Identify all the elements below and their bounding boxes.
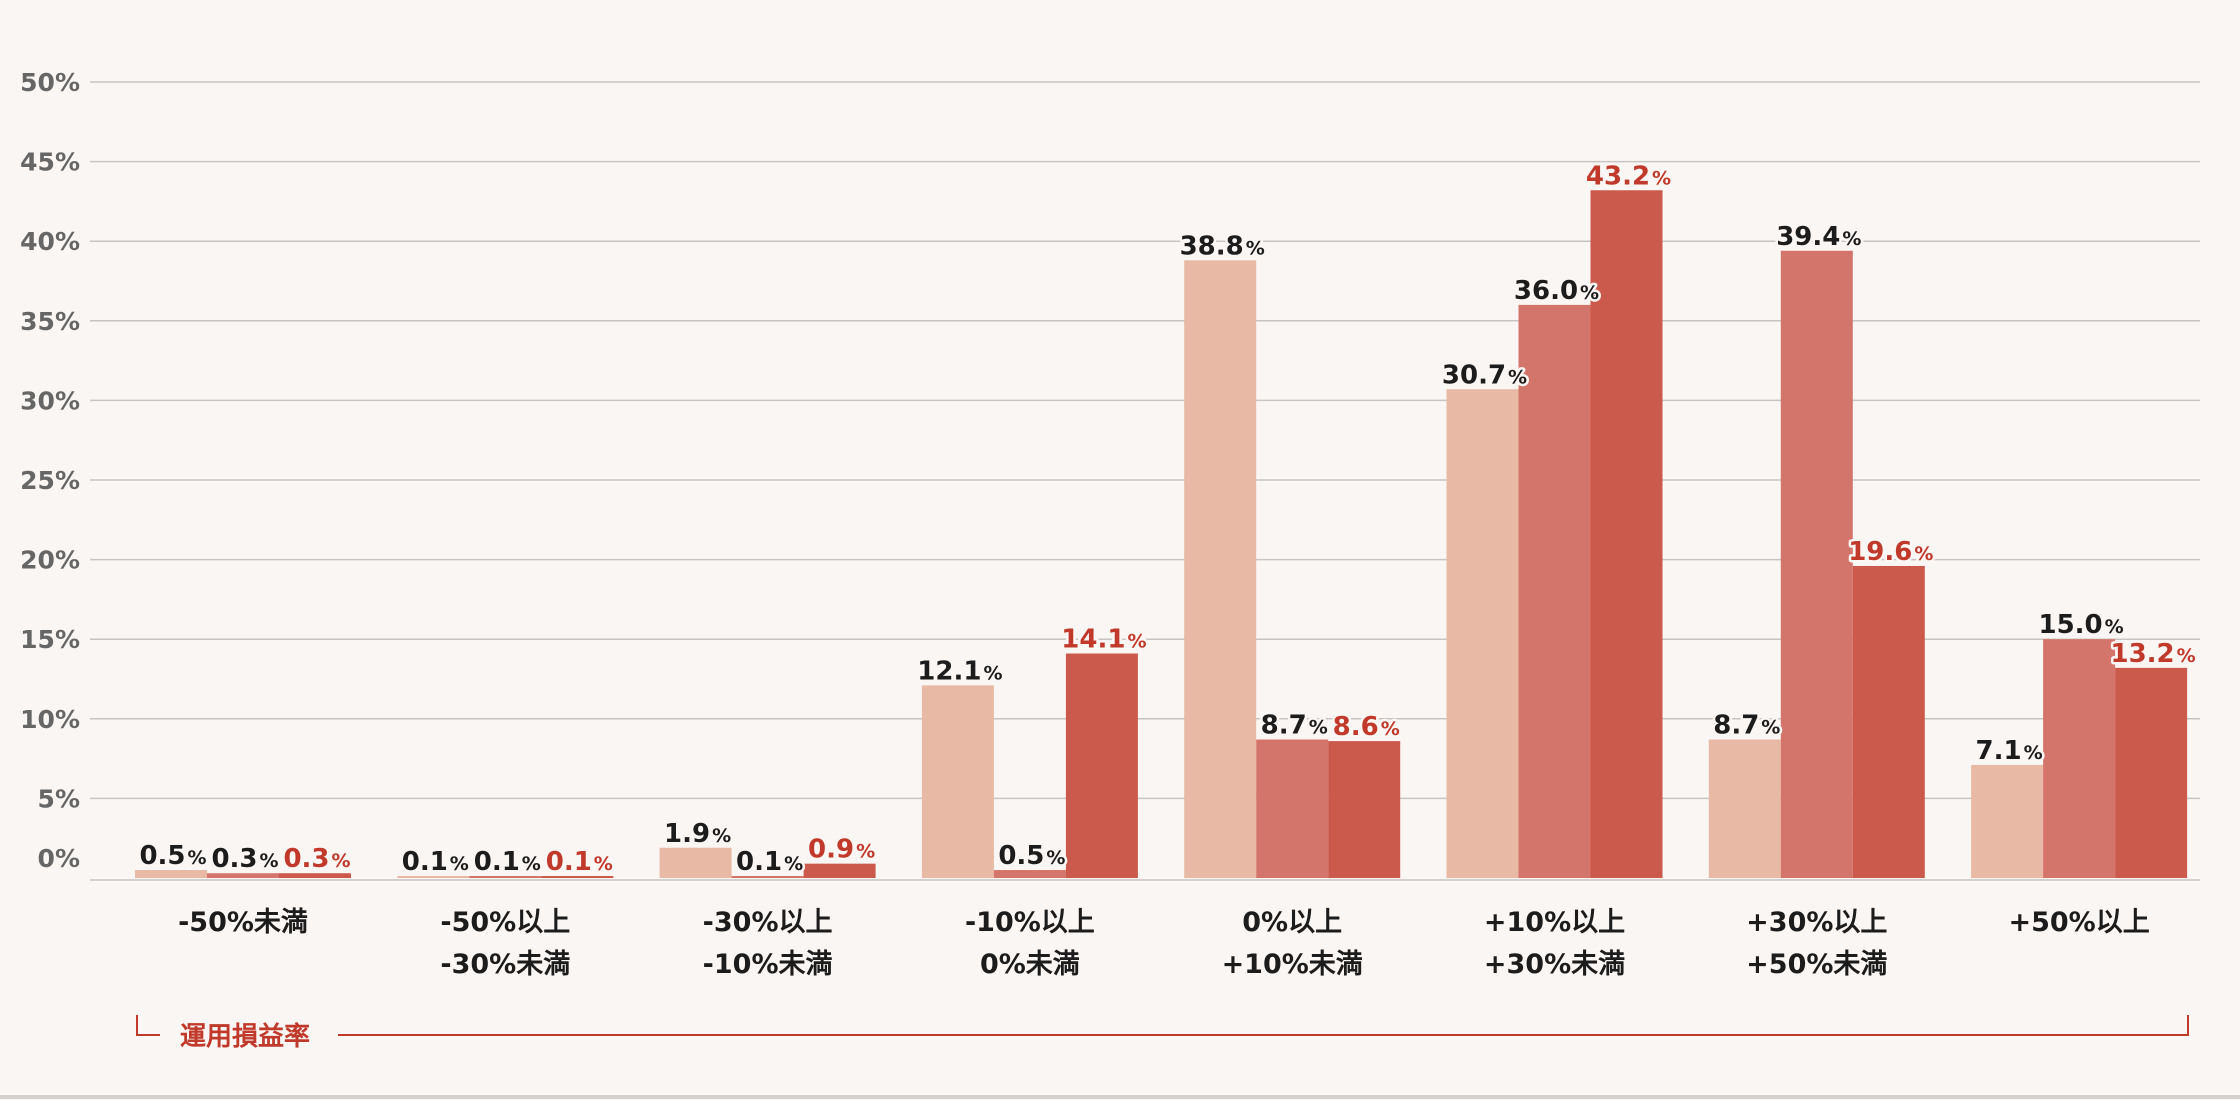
x-category-label: -30%以上 bbox=[703, 907, 833, 938]
x-category-label: +10%以上 bbox=[1484, 907, 1625, 938]
data-label: 0.1% bbox=[402, 847, 469, 877]
bar bbox=[1590, 190, 1663, 879]
x-category-label: -50%未満 bbox=[178, 907, 308, 938]
bar bbox=[803, 863, 876, 878]
x-category-label: -10%以上 bbox=[965, 907, 1095, 938]
data-labels: 0.5% 0.3% 0.3% 0.1% 0.1% 0.1 %1.9 %0.1% 0.9 %12.1… bbox=[137, 159, 2198, 880]
y-axis-tick-labels: 0% 5% 10% 15% 20% 25% 30% 35% 40% 45% 50% bbox=[20, 68, 80, 873]
bar bbox=[1852, 565, 1925, 878]
data-label: 13.2% bbox=[2110, 639, 2195, 669]
x-axis-title: 運用損益率 bbox=[180, 1021, 310, 1052]
data-label: 38.8% bbox=[1180, 231, 1265, 261]
y-tick-label: 15% bbox=[20, 625, 80, 654]
y-tick-label: 0% bbox=[38, 844, 80, 873]
bar bbox=[2043, 639, 2116, 878]
data-label: 0.1% bbox=[474, 847, 541, 877]
data-label: 8.6% bbox=[1333, 712, 1400, 742]
bar bbox=[1065, 653, 1138, 878]
bar bbox=[1446, 389, 1519, 878]
bar bbox=[731, 876, 804, 878]
bar bbox=[993, 870, 1066, 878]
grid-lines bbox=[90, 81, 2200, 800]
data-label: 0.5% bbox=[998, 841, 1065, 871]
data-label: 0.3% bbox=[211, 844, 278, 874]
x-category-label: +10%未満 bbox=[1222, 949, 1363, 980]
data-label: 43.2% bbox=[1586, 161, 1671, 191]
y-tick-label: 30% bbox=[20, 386, 80, 415]
data-label: 19.6% bbox=[1848, 537, 1933, 567]
y-tick-label: 40% bbox=[20, 227, 80, 256]
x-category-label: 0%以上 bbox=[1242, 907, 1342, 938]
y-tick-label: 25% bbox=[20, 466, 80, 495]
y-tick-label: 20% bbox=[20, 546, 80, 575]
bar bbox=[1971, 764, 2044, 878]
data-label: 14.1% bbox=[1061, 625, 1146, 655]
bar bbox=[1328, 741, 1401, 878]
bar bbox=[1518, 304, 1591, 878]
data-label: 0.1% bbox=[546, 847, 613, 877]
bar bbox=[397, 876, 470, 878]
x-category-label: +30%未満 bbox=[1484, 949, 1625, 980]
bar bbox=[921, 685, 994, 878]
x-category-label: +50%以上 bbox=[2008, 907, 2149, 938]
data-label: 36.0% bbox=[1514, 276, 1599, 306]
y-tick-label: 35% bbox=[20, 307, 80, 336]
bar bbox=[1256, 739, 1329, 878]
data-label: 8.7% bbox=[1261, 710, 1328, 740]
x-axis-title-bracket: 運用損益率 bbox=[136, 1015, 2189, 1052]
bar bbox=[659, 847, 732, 878]
x-category-label: +30%以上 bbox=[1746, 907, 1887, 938]
data-label: 1.9% bbox=[664, 819, 731, 849]
data-label: 0.5% bbox=[139, 841, 206, 871]
bar bbox=[469, 876, 542, 878]
y-tick-label: 5% bbox=[38, 784, 80, 813]
data-label: 15.0% bbox=[2038, 610, 2123, 640]
x-category-label: 0%未満 bbox=[980, 949, 1080, 980]
x-category-label: +50%未満 bbox=[1746, 949, 1887, 980]
x-axis-category-labels: -50%未満 -50%以上 -30%未満 -30%以上 -10%未満 -10%以上 0%未満… bbox=[178, 907, 2150, 980]
x-axis-bracket-line bbox=[136, 1015, 2189, 1036]
data-label: 39.4% bbox=[1776, 222, 1861, 252]
data-label: 0.1% bbox=[736, 847, 803, 877]
data-label: 30.7% bbox=[1442, 360, 1527, 390]
data-label: 0.9% bbox=[808, 835, 875, 865]
bar bbox=[135, 870, 207, 878]
bar bbox=[2115, 667, 2188, 878]
data-label: 7.1% bbox=[1976, 736, 2043, 766]
bar bbox=[1184, 260, 1257, 879]
x-category-label: -10%未満 bbox=[703, 949, 833, 980]
x-category-label: -50%以上 bbox=[440, 907, 570, 938]
y-tick-label: 10% bbox=[20, 705, 80, 734]
bar bbox=[279, 873, 351, 878]
bar bbox=[1780, 250, 1853, 878]
bar bbox=[207, 873, 279, 878]
data-label: 8.7% bbox=[1713, 710, 1780, 740]
x-category-label: -30%未満 bbox=[440, 949, 570, 980]
data-label: 12.1% bbox=[917, 656, 1002, 686]
y-tick-label: 50% bbox=[20, 68, 80, 97]
bar bbox=[1708, 739, 1781, 878]
data-label: 0.3% bbox=[283, 844, 350, 874]
bar bbox=[541, 876, 614, 878]
y-tick-label: 45% bbox=[20, 148, 80, 177]
bars bbox=[135, 190, 2188, 879]
